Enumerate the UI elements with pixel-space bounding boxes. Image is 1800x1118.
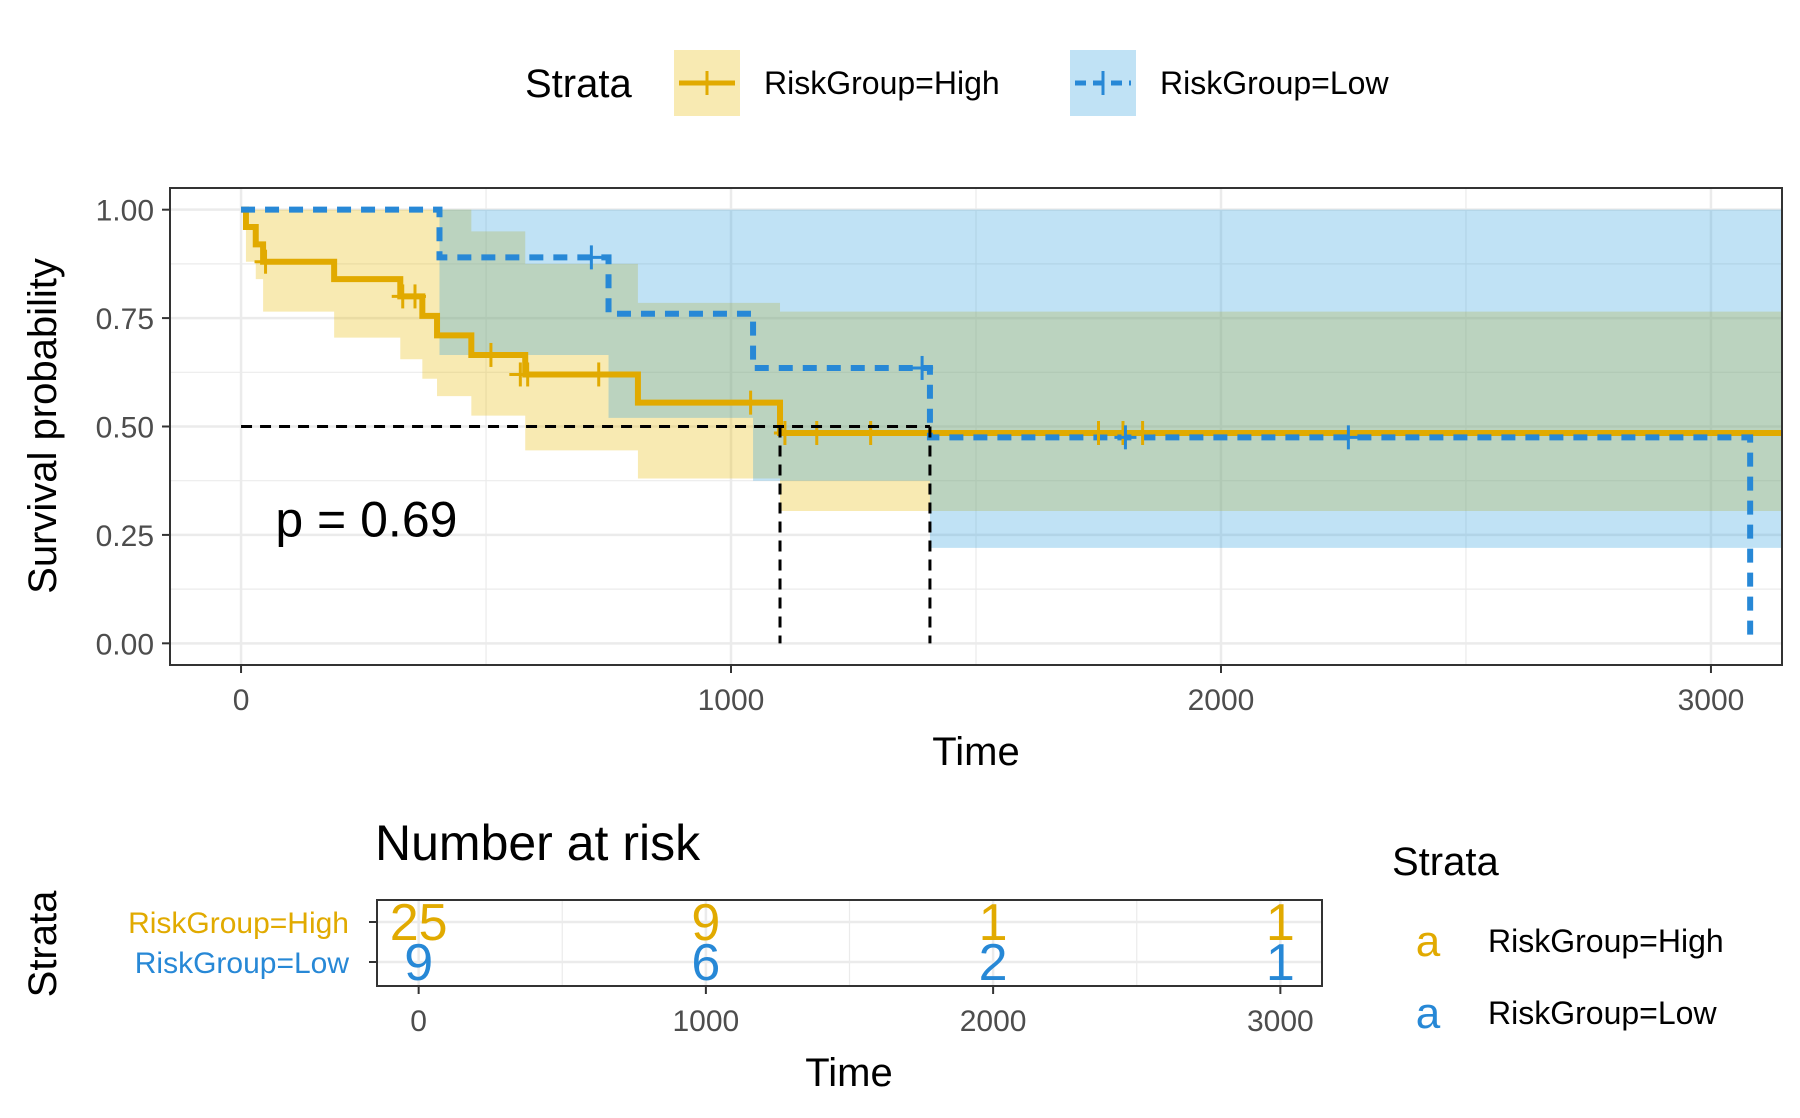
km-x-axis-title: Time [932,730,1019,774]
risk-value-low: 6 [691,934,720,992]
risk-table-legend-label-high: RiskGroup=High [1488,923,1724,959]
km-censor-marks [254,245,1360,450]
km-median-lines [241,425,932,644]
survival-curve-low [241,206,1754,644]
p-value-annotation: p = 0.69 [275,492,457,548]
km-confidence-bands [241,209,1782,548]
risk-value-low: 1 [1266,934,1295,992]
survival-curve-high [241,206,1782,437]
legend-label-low: RiskGroup=Low [1160,65,1389,101]
km-x-tick-label: 0 [233,684,250,717]
risk-table-border [376,899,1323,987]
km-x-tick-label: 3000 [1678,684,1745,717]
risk-table-x-tick-label: 1000 [673,1005,740,1038]
risk-value-high: 25 [390,894,448,952]
top-legend: Strata RiskGroup=High RiskGroup=Low [525,50,1389,116]
legend-title: Strata [525,62,632,106]
km-y-axis-title: Survival probability [21,258,65,594]
ci-band-low [241,209,1782,548]
km-y-tick-label: 0.50 [96,412,154,445]
risk-table-legend-glyph-low: a [1416,989,1441,1038]
km-survival-curves [241,206,1782,644]
risk-value-high: 1 [1266,894,1295,952]
risk-value-high: 9 [691,894,720,952]
risk-table-y-axis-title: Strata [21,890,65,997]
risk-table-x-tick-label: 2000 [960,1005,1027,1038]
km-y-tick-label: 1.00 [96,195,154,228]
risk-value-low: 9 [404,934,433,992]
km-y-tick-label: 0.75 [96,303,154,336]
risk-value-low: 2 [979,934,1008,992]
risk-table-legend: Strata a RiskGroup=High a RiskGroup=Low [1392,840,1724,1038]
risk-table-title: Number at risk [375,815,701,871]
km-y-axis: 0.00 0.25 0.50 0.75 1.00 [96,195,170,661]
risk-table-x-tick-label: 3000 [1247,1005,1314,1038]
risk-table-legend-label-low: RiskGroup=Low [1488,995,1717,1031]
risk-table-x-tick-label: 0 [410,1005,427,1038]
risk-table: Number at risk 25 9 1 19 6 2 1 0 1000 2000 3000 R… [21,815,1323,1095]
risk-table-x-axis: 0 1000 2000 3000 [410,986,1314,1038]
legend-label-high: RiskGroup=High [764,65,1000,101]
risk-table-x-axis-title: Time [805,1051,892,1095]
risk-table-row-label-low: RiskGroup=Low [135,947,350,980]
km-y-tick-label: 0.00 [96,628,154,661]
km-x-axis: 0 1000 2000 3000 [233,665,1745,717]
km-x-tick-label: 1000 [698,684,765,717]
risk-table-y-axis: RiskGroup=High RiskGroup=Low [128,907,377,980]
risk-table-legend-glyph-high: a [1416,917,1441,966]
km-x-tick-label: 2000 [1188,684,1255,717]
km-plot-panel: 0 1000 2000 3000 0.00 0.25 0.50 0.75 1.00 p = 0… [21,187,1783,774]
risk-value-high: 1 [979,894,1008,952]
km-y-tick-label: 0.25 [96,520,154,553]
risk-table-legend-title: Strata [1392,840,1499,884]
risk-table-row-label-high: RiskGroup=High [128,907,349,940]
risk-table-gridlines [377,900,1322,986]
risk-table-values: 25 9 1 19 6 2 1 [390,894,1295,992]
